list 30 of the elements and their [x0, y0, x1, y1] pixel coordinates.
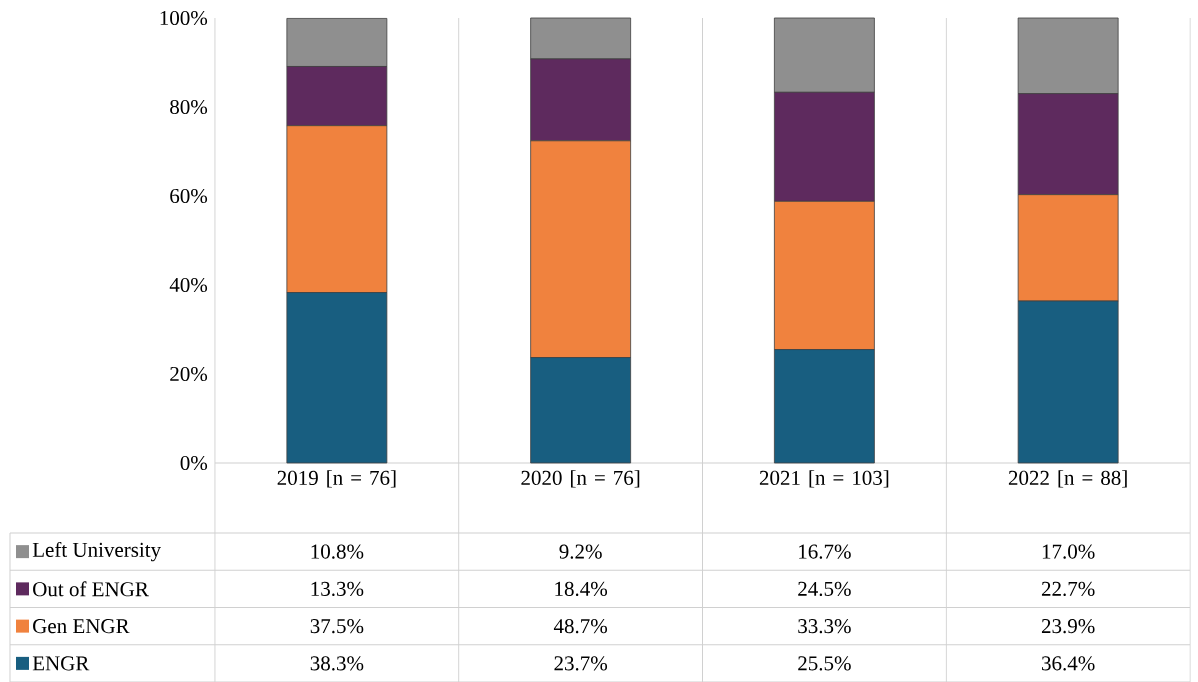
legend-label: Gen ENGR — [33, 619, 130, 634]
y-tick-label: 80% — [170, 99, 208, 115]
y-tick-label: 0% — [180, 455, 208, 471]
data-label: 48.7% — [553, 619, 608, 634]
data-label: 23.9% — [1041, 619, 1095, 634]
data-label: 13.3% — [311, 581, 364, 597]
data-label: 18.4% — [555, 581, 608, 597]
x-tick-label: 2021 [n = 103] — [759, 470, 889, 488]
x-tick-label: 2020 [n = 76] — [521, 470, 640, 488]
data-label: 16.7% — [799, 544, 851, 559]
x-tick-label: 2019 [n = 76] — [277, 470, 396, 488]
data-label: 25.5% — [798, 656, 851, 671]
y-tick-label: 40% — [169, 277, 208, 293]
data-label: 36.4% — [1042, 656, 1095, 671]
data-label: 33.3% — [798, 619, 851, 634]
data-label: 17.0% — [1042, 544, 1095, 559]
y-tick-label: 100% — [160, 10, 208, 26]
data-label: 9.2% — [559, 544, 602, 559]
data-label: 24.5% — [798, 581, 851, 597]
data-label: 22.7% — [1041, 581, 1095, 597]
y-tick-label: 20% — [170, 366, 208, 382]
legend-label: Out of ENGR — [33, 581, 149, 597]
legend-label: Left University — [32, 541, 162, 562]
data-label: 23.7% — [554, 656, 608, 671]
data-label: 38.3% — [310, 656, 364, 671]
x-tick-label: 2022 [n = 88] — [1008, 470, 1127, 488]
legend-label: ENGR — [32, 656, 90, 671]
y-tick-label: 60% — [170, 188, 208, 204]
data-label: 37.5% — [310, 619, 364, 634]
data-label: 10.8% — [311, 544, 364, 559]
